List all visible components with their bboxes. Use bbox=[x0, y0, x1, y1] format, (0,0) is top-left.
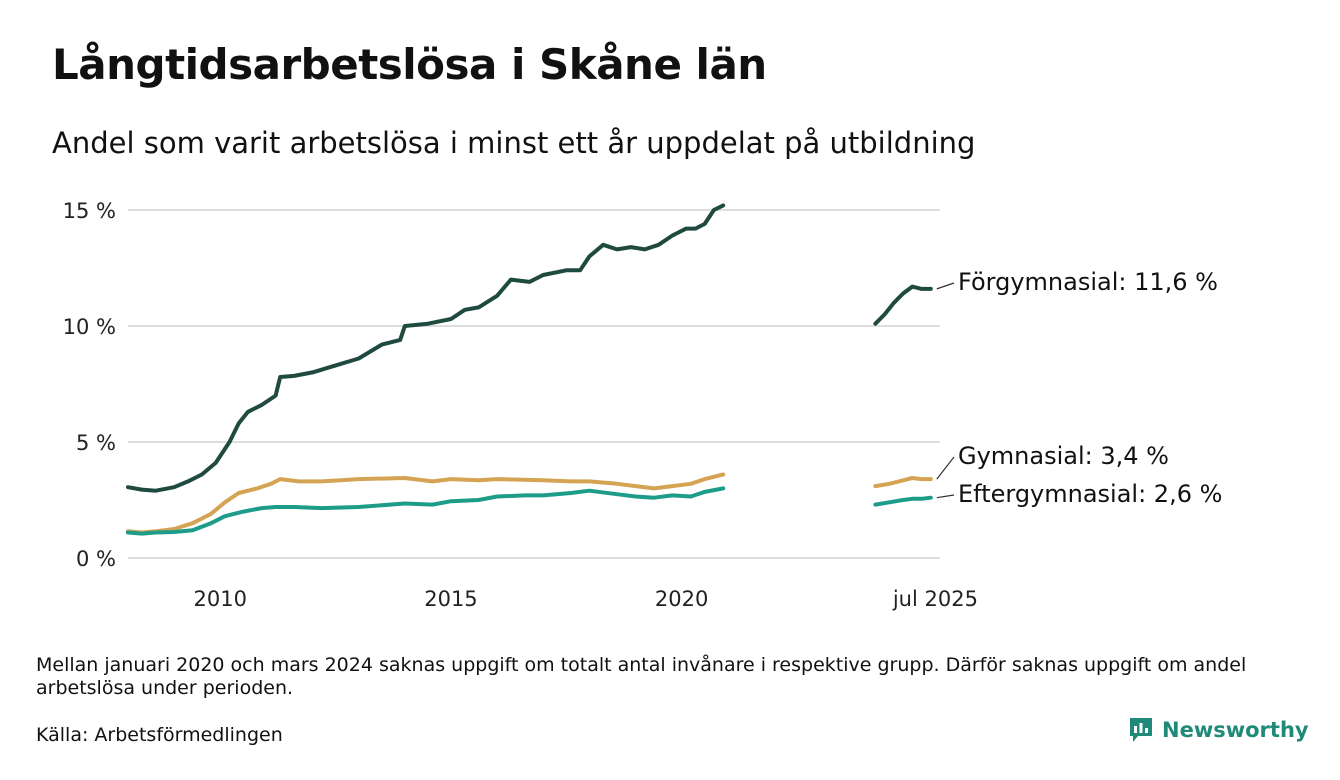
footnote: Mellan januari 2020 och mars 2024 saknas… bbox=[36, 654, 1247, 699]
y-tick-label: 0 % bbox=[76, 547, 116, 571]
grid-lines bbox=[128, 209, 940, 559]
series-label: Gymnasial: 3,4 % bbox=[958, 442, 1169, 470]
y-tick-label: 10 % bbox=[63, 315, 116, 339]
bar-chart-logo-icon bbox=[1130, 718, 1152, 742]
x-axis: 2010 2015 2020 jul 2025 bbox=[194, 587, 978, 611]
y-tick-label: 15 % bbox=[63, 199, 116, 223]
series-line-gymnasial bbox=[873, 476, 933, 489]
brand-name: Newsworthy bbox=[1162, 718, 1309, 742]
series-lines bbox=[126, 203, 933, 536]
chart-title: Långtidsarbetslösa i Skåne län bbox=[52, 40, 767, 89]
x-tick-label: 2020 bbox=[655, 587, 708, 611]
newsworthy-logo: Newsworthy bbox=[1128, 716, 1309, 744]
chart-subtitle: Andel som varit arbetslösa i minst ett å… bbox=[52, 126, 976, 160]
series-label: Förgymnasial: 11,6 % bbox=[958, 268, 1218, 296]
label-leader bbox=[936, 282, 955, 290]
series-labels: Förgymnasial: 11,6 % Gymnasial: 3,4 % Efte… bbox=[936, 268, 1222, 508]
series-line-gymnasial bbox=[126, 472, 726, 535]
series-line-eftergymnasial bbox=[126, 486, 726, 536]
source-note: Källa: Arbetsförmedlingen bbox=[36, 724, 283, 746]
y-tick-label: 5 % bbox=[76, 431, 116, 455]
x-tick-label: 2015 bbox=[424, 587, 477, 611]
series-line-eftergymnasial bbox=[873, 495, 933, 507]
series-line-förgymnasial bbox=[873, 284, 933, 326]
x-tick-label: jul 2025 bbox=[892, 587, 978, 611]
y-axis: 0 % 5 % 10 % 15 % bbox=[63, 199, 116, 571]
label-leader bbox=[936, 494, 955, 499]
label-leader bbox=[936, 456, 955, 480]
series-line-förgymnasial bbox=[126, 203, 726, 493]
series-label: Eftergymnasial: 2,6 % bbox=[958, 480, 1222, 508]
line-chart: 0 % 5 % 10 % 15 % 2010 2015 2020 jul 2025 Förg… bbox=[63, 199, 1223, 611]
x-tick-label: 2010 bbox=[194, 587, 247, 611]
